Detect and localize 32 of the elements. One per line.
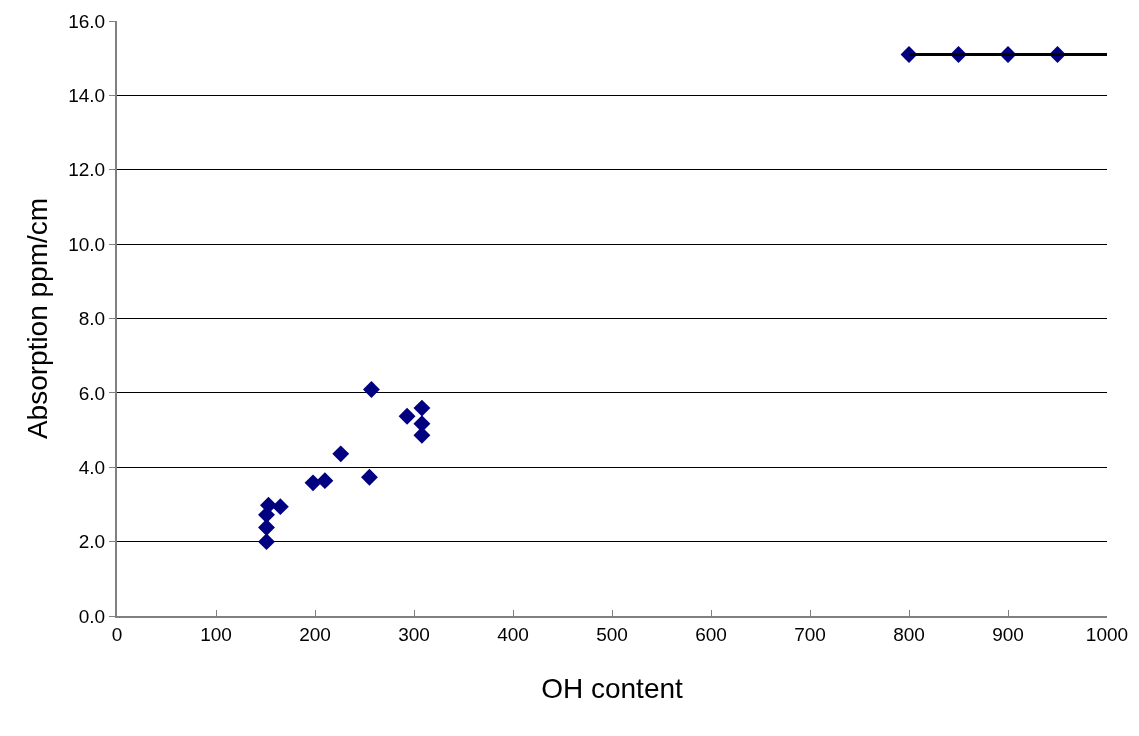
point <box>361 468 378 486</box>
point <box>362 381 380 398</box>
point <box>332 445 350 463</box>
y-tick-label: 2.0 <box>78 531 106 553</box>
point <box>398 407 416 425</box>
x-tick-label: 0 <box>111 623 123 645</box>
y-axis-title: Absorption ppm/cm <box>22 197 54 440</box>
y-tick-label: 14.0 <box>68 85 106 107</box>
x-tick-label: 300 <box>398 623 430 645</box>
y-tick-label: 10.0 <box>68 233 106 255</box>
point <box>258 519 275 536</box>
point <box>304 474 322 492</box>
x-tick-label: 500 <box>596 623 628 645</box>
x-tick-label: 600 <box>695 623 727 645</box>
x-tick-label: 1000 <box>1085 623 1129 645</box>
x-tick-label: 900 <box>992 623 1024 645</box>
point <box>413 399 431 417</box>
x-tick-label: 200 <box>299 623 331 645</box>
x-tick-label: 800 <box>893 623 925 645</box>
x-axis-title: OH content <box>541 673 684 705</box>
y-tick-label: 8.0 <box>78 308 106 330</box>
y-tick-label: 6.0 <box>78 382 106 404</box>
y-tick-label: 16.0 <box>68 10 106 32</box>
x-tick-label: 100 <box>200 623 232 645</box>
x-tick-label: 400 <box>497 623 529 645</box>
y-tick-label: 0.0 <box>78 605 106 627</box>
point <box>258 533 275 551</box>
y-tick-label: 4.0 <box>78 456 106 478</box>
point <box>316 472 334 490</box>
x-tick-label: 700 <box>794 623 826 645</box>
y-tick-label: 12.0 <box>68 159 106 181</box>
point <box>271 498 289 516</box>
